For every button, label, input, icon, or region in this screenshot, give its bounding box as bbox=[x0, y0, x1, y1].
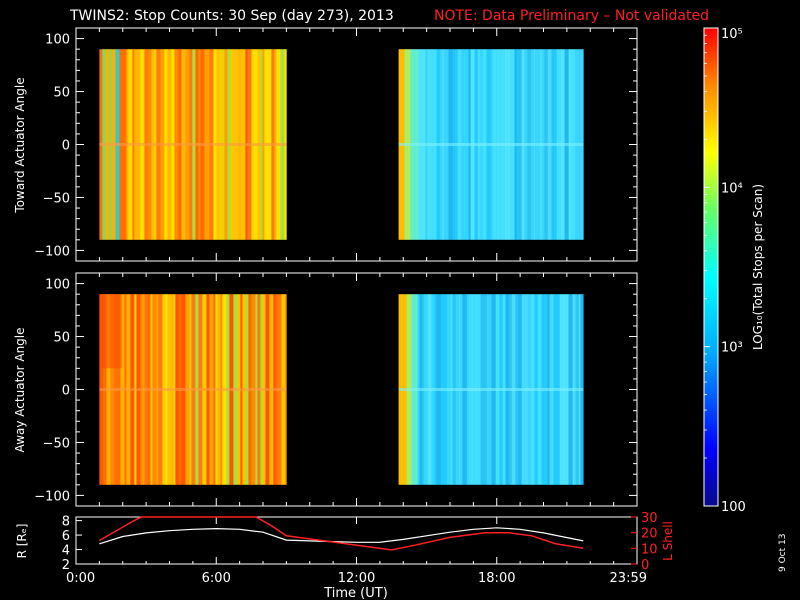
y-tick-label: −100 bbox=[34, 489, 70, 504]
toward-panel-ylabel: Toward Actuator Angle bbox=[13, 77, 27, 213]
toward-panel-blocks bbox=[99, 49, 584, 240]
ephemeris-panel-frame bbox=[75, 516, 638, 565]
toward-panel-yticks: 100 50 0 −50 −100 bbox=[34, 28, 638, 261]
toward-panel: 100 50 0 −50 −100 Toward Actuator Angle bbox=[13, 27, 638, 262]
colorbar-ticks: 10⁵ 10⁴ 10³ 100 bbox=[704, 27, 746, 515]
away-panel-yticks: 100 50 0 −50 −100 bbox=[34, 273, 638, 506]
x-tick-label: 23:59 bbox=[610, 571, 647, 586]
r-axis-label: R [Rₑ] bbox=[15, 524, 29, 559]
y-tick-label: 100 bbox=[45, 33, 70, 48]
colorbar-label: LOG₁₀(Total Stops per Scan) bbox=[751, 184, 765, 350]
y-tick-label: 100 bbox=[45, 278, 70, 293]
y-tick-label: 0 bbox=[62, 384, 70, 399]
x-tick-label: 18:00 bbox=[478, 571, 515, 586]
colorbar-gradient bbox=[703, 27, 719, 507]
y-tick-label: −100 bbox=[34, 244, 70, 259]
colorbar-tick-label: 100 bbox=[721, 500, 746, 515]
colorbar-tick-label: 10⁵ bbox=[721, 27, 743, 42]
lshell-axis-label: L Shell bbox=[661, 521, 675, 561]
x-tick-label: 12:00 bbox=[338, 571, 375, 586]
y-tick-label: 0 bbox=[62, 139, 70, 154]
data-note: NOTE: Data Preliminary – Not validated bbox=[434, 8, 709, 24]
lshell-tick-label: 20 bbox=[641, 527, 658, 542]
away-panel-blocks bbox=[99, 294, 584, 485]
zero-angle-band bbox=[398, 388, 584, 391]
y-tick-label: −50 bbox=[43, 191, 70, 206]
away-panel-ylabel: Away Actuator Angle bbox=[13, 327, 27, 452]
time-axis-label: Time (UT) bbox=[323, 586, 388, 600]
x-tick-label: 6:00 bbox=[202, 571, 231, 586]
zero-angle-band bbox=[398, 143, 584, 146]
zero-angle-band bbox=[99, 388, 287, 391]
lshell-tick-label: 10 bbox=[641, 542, 658, 557]
lshell-tick-label: 30 bbox=[641, 511, 658, 526]
away-panel: 100 50 0 −50 −100 Away Actuator Angle bbox=[13, 272, 638, 507]
x-tick-label: 0:00 bbox=[66, 571, 95, 586]
colorbar: 10⁵ 10⁴ 10³ 100 LOG₁₀(Total Stops per Scan) bbox=[703, 27, 765, 515]
lshell-series-line bbox=[99, 516, 584, 551]
generation-date: 9 Oct 13 bbox=[778, 534, 788, 572]
r-tick-label: 4 bbox=[62, 544, 70, 559]
r-tick-label: 8 bbox=[62, 515, 70, 530]
figure-title: TWINS2: Stop Counts: 30 Sep (day 273), 2… bbox=[69, 8, 394, 24]
y-tick-label: −50 bbox=[43, 436, 70, 451]
high-count-region bbox=[99, 294, 122, 369]
time-axis-ticks: 0:00 6:00 12:00 18:00 23:59 bbox=[66, 517, 647, 586]
zero-angle-band bbox=[99, 143, 287, 146]
y-tick-label: 50 bbox=[53, 86, 70, 101]
r-tick-label: 6 bbox=[62, 529, 70, 544]
r-tick-label: 2 bbox=[62, 558, 70, 573]
colorbar-tick-label: 10⁴ bbox=[721, 181, 743, 196]
y-tick-label: 50 bbox=[53, 331, 70, 346]
colorbar-tick-label: 10³ bbox=[721, 341, 743, 356]
lshell-tick-label: 0 bbox=[641, 558, 649, 573]
